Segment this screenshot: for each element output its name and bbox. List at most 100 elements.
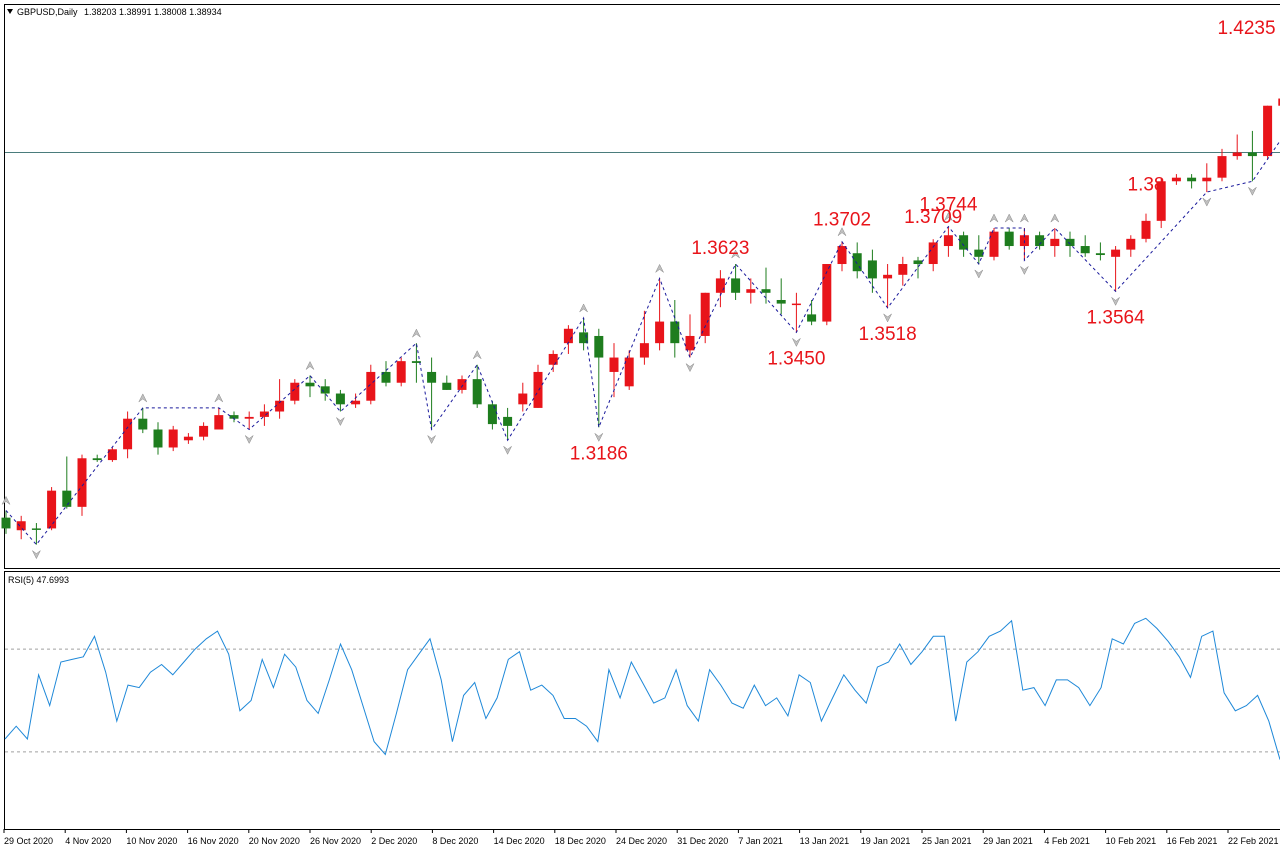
candle-body: [518, 394, 527, 405]
date-label: 7 Jan 2021: [738, 836, 783, 846]
candle-body: [1081, 246, 1090, 253]
candle-body: [93, 458, 102, 460]
date-label: 29 Jan 2021: [983, 836, 1033, 846]
candle-body: [640, 343, 649, 357]
date-label: 4 Feb 2021: [1044, 836, 1090, 846]
candle-body: [1187, 178, 1196, 182]
fractal-down-arrow: [1203, 198, 1211, 206]
ohlc-label: 1.38203 1.38991 1.38008 1.38934: [84, 7, 222, 17]
candle-body: [534, 372, 543, 408]
candle-body: [838, 246, 847, 264]
zigzag-line: [6, 48, 1280, 544]
candle-body: [336, 394, 345, 405]
price-panel: 1.36231.31861.37021.34501.37091.37441.35…: [2, 18, 1280, 559]
candle-body: [138, 419, 147, 430]
date-label: 8 Dec 2020: [432, 836, 478, 846]
candle-body: [670, 322, 679, 344]
candle-body: [1005, 232, 1014, 246]
price-annotation: 1.3702: [813, 210, 871, 231]
candle-body: [78, 458, 87, 507]
fractal-down-arrow: [884, 314, 892, 322]
fractal-down-arrow: [245, 435, 253, 443]
candle-body: [762, 289, 771, 293]
candle-body: [746, 289, 755, 293]
candle-body: [807, 314, 816, 321]
fractal-up-arrow: [656, 264, 664, 272]
candle-body: [701, 293, 710, 336]
fractal-down-arrow: [1112, 297, 1120, 305]
candle-body: [1248, 152, 1257, 156]
candle-body: [990, 232, 999, 257]
fractal-down-arrow: [336, 418, 344, 426]
candle-body: [792, 304, 801, 306]
fractal-down-arrow: [792, 338, 800, 346]
price-annotation: 1.3623: [691, 238, 749, 259]
candle-body: [898, 264, 907, 275]
date-label: 20 Nov 2020: [249, 836, 300, 846]
candle-body: [716, 278, 725, 292]
date-label: 16 Feb 2021: [1167, 836, 1218, 846]
candle-body: [260, 412, 269, 417]
fractal-down-arrow: [32, 551, 40, 559]
price-annotation: 1.3518: [859, 324, 917, 345]
candle-body: [458, 379, 467, 390]
fractal-up-arrow: [215, 394, 223, 402]
candle-body: [442, 383, 451, 390]
candle-body: [1050, 239, 1059, 246]
price-annotation: 1.38: [1128, 174, 1165, 195]
price-annotation: 1.3450: [767, 348, 825, 369]
candle-body: [777, 300, 786, 304]
date-label: 29 Oct 2020: [4, 836, 53, 846]
candle-body: [427, 372, 436, 383]
candle-body: [169, 429, 178, 447]
date-label: 10 Nov 2020: [126, 836, 177, 846]
triangle-down-icon[interactable]: [7, 9, 13, 14]
candle-body: [1142, 221, 1151, 239]
fractal-down-arrow: [686, 364, 694, 372]
candle-body: [868, 260, 877, 278]
candle-body: [1126, 239, 1135, 250]
candle-body: [883, 275, 892, 279]
candle-body: [488, 404, 497, 424]
candle-body: [397, 361, 406, 383]
candle-body: [62, 491, 71, 507]
rsi-panel: [5, 618, 1280, 759]
candle-body: [154, 429, 163, 447]
price-annotation: 1.4235: [1217, 18, 1275, 39]
symbol-label: GBPUSD,Daily: [17, 7, 78, 17]
date-label: 16 Nov 2020: [188, 836, 239, 846]
candle-body: [306, 383, 315, 387]
time-axis: 29 Oct 2020 4 Nov 2020 10 Nov 2020 16 Nov 2…: [4, 829, 1279, 846]
candle-body: [47, 491, 56, 529]
candle-body: [214, 415, 223, 429]
fractal-up-arrow: [412, 329, 420, 337]
fractal-up-arrow: [306, 362, 314, 370]
fractal-down-arrow: [595, 433, 603, 441]
candle-body: [594, 336, 603, 358]
date-label: 18 Dec 2020: [555, 836, 606, 846]
fractal-down-arrow: [428, 435, 436, 443]
candle-body: [686, 336, 695, 350]
rsi-label: RSI(5) 47.6993: [8, 575, 69, 585]
candle-body: [610, 358, 619, 372]
candle-body: [199, 426, 208, 437]
candle-body: [32, 528, 41, 530]
date-label: 25 Jan 2021: [922, 836, 972, 846]
candle-body: [2, 518, 11, 529]
candle-body: [366, 372, 375, 401]
candle-body: [944, 235, 953, 246]
fractal-up-arrow: [580, 304, 588, 312]
candle-body: [1096, 253, 1105, 255]
fractal-down-arrow: [1020, 266, 1028, 274]
fractal-up-arrow: [473, 351, 481, 359]
candle-body: [1066, 239, 1075, 246]
candle-body: [974, 250, 983, 257]
fractal-down-arrow: [504, 446, 512, 454]
candle-body: [1218, 156, 1227, 178]
candle-body: [245, 417, 254, 419]
date-label: 14 Dec 2020: [494, 836, 545, 846]
main-panel-frame: [5, 5, 1280, 569]
date-label: 4 Nov 2020: [65, 836, 111, 846]
price-annotation: 1.3744: [919, 195, 978, 216]
